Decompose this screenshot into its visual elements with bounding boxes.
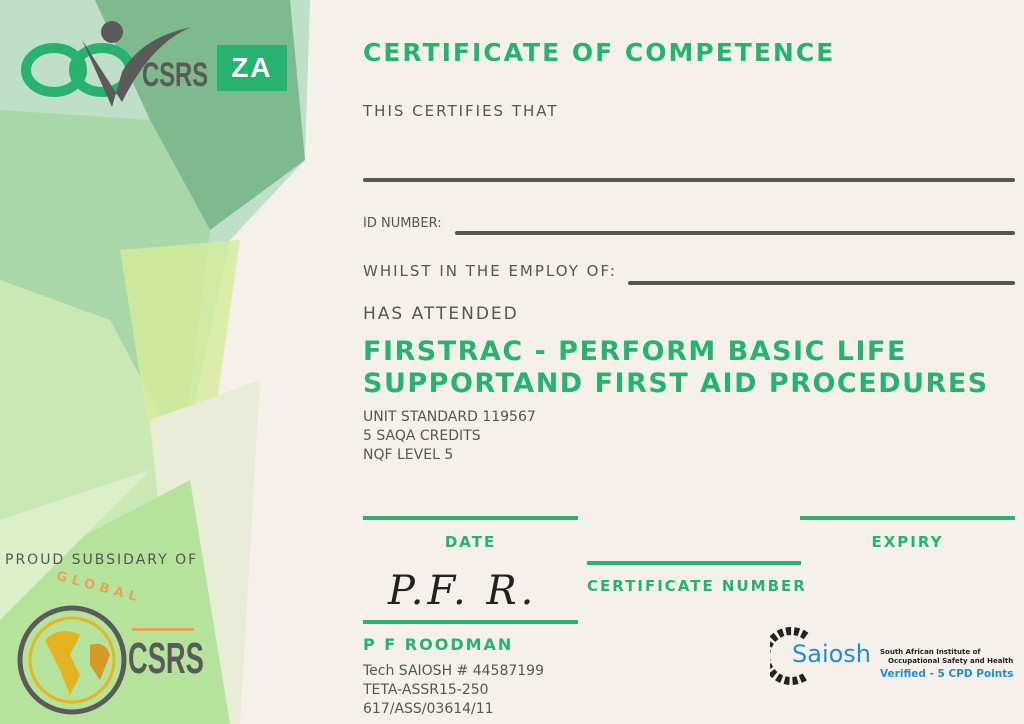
csrs-za-logo: CSRS ZA <box>12 12 292 116</box>
certifies-label: THIS CERTIFIES THAT <box>363 102 559 120</box>
signer-name: P F ROODMAN <box>363 635 514 654</box>
employer-line <box>628 281 1015 285</box>
saiosh-logo: Saiosh South African Institute of Occupa… <box>770 626 1024 686</box>
id-label: ID NUMBER: <box>363 216 442 231</box>
subsidiary-label: PROUD SUBSIDARY OF <box>5 552 199 568</box>
course-title: FIRSTRAC - PERFORM BASIC LIFE SUPPORTAND… <box>363 336 989 399</box>
expiry-line <box>800 516 1015 520</box>
global-csrs-logo: GLOBAL CSRS <box>10 569 204 720</box>
certificate-title: CERTIFICATE OF COMPETENCE <box>363 38 836 67</box>
cert-number-line <box>587 561 801 565</box>
signature: P.F. R. <box>388 568 538 614</box>
id-line <box>455 231 1015 235</box>
course-details: UNIT STANDARD 119567 5 SAQA CREDITS NQF … <box>363 409 536 463</box>
date-label: DATE <box>444 533 497 551</box>
name-line <box>363 178 1015 182</box>
signer-credentials: Tech SAIOSH # 44587199 TETA-ASSR15-250 6… <box>363 663 544 717</box>
cert-number-label: CERTIFICATE NUMBER <box>587 577 807 595</box>
signature-line <box>363 620 578 624</box>
globe-icon <box>17 605 127 715</box>
employer-label: WHILST IN THE EMPLOY OF: <box>363 262 617 280</box>
attended-label: HAS ATTENDED <box>363 304 519 324</box>
expiry-label: EXPIRY <box>871 533 944 551</box>
date-line <box>363 516 578 520</box>
